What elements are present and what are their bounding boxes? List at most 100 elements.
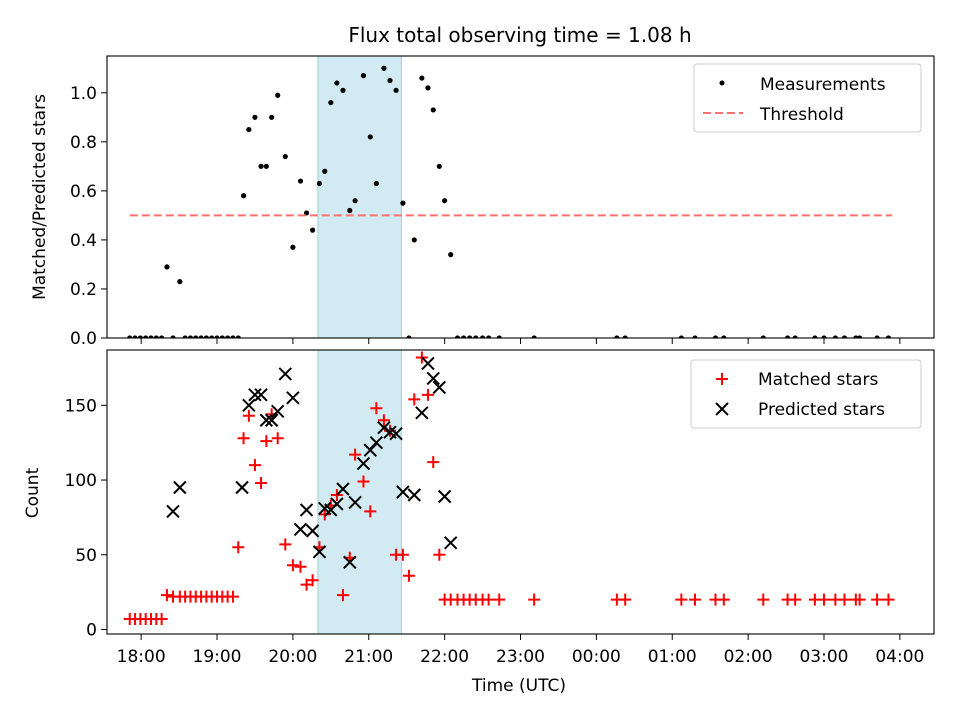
measurements-point <box>857 335 863 338</box>
predicted-stars-point <box>437 489 452 504</box>
bottom-legend-frame <box>690 359 922 429</box>
matched-stars-point <box>882 593 895 606</box>
measurements-point <box>258 163 264 169</box>
measurements-point <box>275 92 281 98</box>
measurements-point <box>209 335 215 338</box>
measurements-point <box>127 335 133 338</box>
measurements-point <box>170 335 176 338</box>
top-legend-frame <box>693 63 922 133</box>
predicted-stars-point <box>235 480 249 495</box>
matched-stars-point <box>294 560 307 573</box>
measurements-point <box>303 210 310 216</box>
measurements-point <box>885 335 892 338</box>
predicted-stars-point <box>415 406 429 420</box>
matched-stars-point <box>155 613 168 626</box>
predicted-stars-point <box>369 435 384 450</box>
matched-stars-point <box>433 548 446 561</box>
bottom-y-tick-label: 100 <box>65 471 97 491</box>
predicted-stars-point <box>426 371 440 386</box>
measurements-point <box>712 335 719 338</box>
measurements-point <box>340 87 346 93</box>
top-y-tick-label: 0.8 <box>70 133 97 153</box>
measurements-point <box>531 335 537 338</box>
bottom-y-tick-label: 150 <box>65 396 97 416</box>
x-tick-label: 01:00 <box>648 647 697 667</box>
top-y-tick-label: 0.6 <box>70 182 97 202</box>
top-y-axis-label: Matched/Predicted stars <box>30 94 50 300</box>
predicted-stars-point <box>278 367 293 381</box>
top-y-tick-label: 0.0 <box>70 329 97 349</box>
measurements-point <box>310 227 316 233</box>
bottom-y-tick-label: 0 <box>86 621 97 641</box>
matched-stars-point <box>377 414 390 427</box>
predicted-stars-point <box>396 485 410 499</box>
predicted-stars-point <box>254 388 268 402</box>
matched-stars-point <box>370 402 383 415</box>
measurements-point <box>225 335 231 338</box>
measurements-point <box>143 335 149 338</box>
measurements-point <box>322 168 328 174</box>
measurements-point <box>467 335 473 338</box>
top-y-tick-label: 1.0 <box>70 84 97 104</box>
matched-stars-point <box>306 574 319 587</box>
matched-stars-point <box>271 432 284 445</box>
x-tick-label: 19:00 <box>193 647 242 667</box>
bottom-y-axis: 0 50 100 150 <box>65 396 107 641</box>
matched-stars-point <box>232 541 245 554</box>
matched-stars-point <box>675 593 688 606</box>
matched-stars-point <box>160 589 173 602</box>
predicted-stars-point <box>312 545 327 559</box>
x-tick-label: 03:00 <box>799 647 848 667</box>
predicted-stars-point <box>286 391 300 405</box>
predicted-stars-point <box>407 488 421 502</box>
measurements-point <box>721 335 727 338</box>
matched-stars-point <box>838 593 851 606</box>
predicted-stars-point <box>305 524 320 538</box>
measurements-point <box>182 335 188 338</box>
matched-stars-point <box>396 548 409 561</box>
measurements-point <box>148 335 154 338</box>
measurements-point <box>193 335 199 338</box>
matched-stars-point <box>853 593 866 606</box>
top-y-axis: 0.0 0.2 0.4 0.6 0.8 1.0 <box>70 84 107 349</box>
predicted-stars-point <box>377 421 391 435</box>
measurements-point <box>219 335 225 338</box>
matched-stars-point <box>255 477 268 490</box>
x-tick-label: 04:00 <box>875 647 924 667</box>
legend-threshold-label: Threshold <box>759 105 844 125</box>
measurements-point <box>784 335 791 338</box>
predicted-stars-point <box>356 456 371 471</box>
measurements-point <box>841 335 848 338</box>
bottom-y-axis-label: Count <box>23 467 43 518</box>
matched-stars-point <box>237 432 250 445</box>
chart-title: Flux total observing time = 1.08 h <box>348 23 691 47</box>
measurements-point <box>678 335 684 338</box>
measurements-point <box>347 207 353 214</box>
bottom-observing-window <box>317 350 402 634</box>
measurements-point <box>352 198 358 204</box>
measurements-point <box>246 126 252 133</box>
matched-stars-point <box>717 593 730 606</box>
measurements-point <box>252 114 258 120</box>
matched-stars-point <box>619 593 632 606</box>
predicted-stars-point <box>259 413 274 427</box>
predicted-stars-point <box>432 380 447 395</box>
predicted-stars-point <box>166 504 180 519</box>
measurements-point <box>203 335 209 338</box>
measurements-point <box>334 80 340 86</box>
predicted-stars-point <box>248 388 262 402</box>
measurements-point <box>393 87 399 93</box>
predicted-stars-point <box>299 503 314 517</box>
measurements-point <box>153 335 159 338</box>
measurements-point <box>164 264 170 270</box>
matched-stars-point <box>493 593 506 606</box>
measurements-point <box>187 335 194 338</box>
matched-stars-point <box>421 388 434 401</box>
matched-stars-point <box>330 488 343 501</box>
measurements-point <box>442 198 448 204</box>
measurements-point <box>132 335 138 338</box>
predicted-stars-point <box>271 404 285 418</box>
measurements-point <box>198 335 204 338</box>
measurements-point <box>832 335 838 338</box>
x-tick-label: 00:00 <box>572 647 621 667</box>
